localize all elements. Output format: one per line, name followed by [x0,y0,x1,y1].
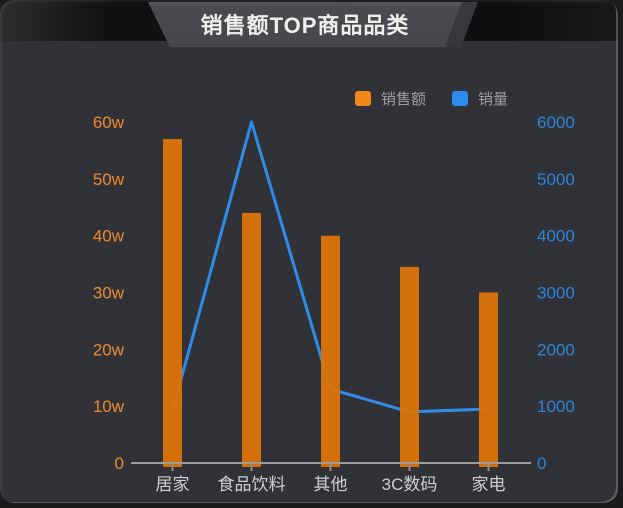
right-axis-label-3: 3000 [537,284,575,303]
x-axis-label-3: 3C数码 [382,475,438,494]
left-axis-label-6: 60w [93,113,125,132]
x-axis-label-4: 家电 [472,475,506,494]
header-banner: 销售额TOP商品品类 [0,0,618,47]
legend-item-volume[interactable]: 销量 [452,88,508,109]
left-axis-label-0: 0 [115,454,124,473]
left-axis-label-1: 10w [93,397,125,416]
right-axis-label-6: 6000 [537,113,575,132]
x-axis-label-1: 食品饮料 [218,475,286,494]
left-axis-label-3: 30w [93,284,125,303]
legend-label: 销量 [478,91,509,108]
legend-item-sales[interactable]: 销售额 [355,88,426,109]
x-axis-label-0: 居家 [156,475,190,494]
banner-trapezoid: 销售额TOP商品品类 [148,2,462,47]
volume-legend-swatch-icon [452,91,469,106]
sales-bar-1[interactable] [242,212,261,467]
right-axis-label-0: 0 [537,454,546,473]
left-axis-label-2: 20w [93,340,125,359]
sales-legend-swatch-icon [355,91,371,106]
legend-label: 销售额 [381,91,427,108]
right-axis-label-1: 1000 [537,397,575,416]
right-axis-label-4: 4000 [537,227,575,246]
right-axis-label-2: 2000 [537,340,575,359]
chart-legend: 销售额 销量 [355,88,508,109]
page-title: 销售额TOP商品品类 [200,12,410,38]
sales-bar-2[interactable] [321,235,340,467]
left-axis-label-4: 40w [93,227,125,246]
sales-bar-4[interactable] [479,292,498,468]
sales-bar-0[interactable] [163,139,182,467]
left-axis-label-5: 50w [93,170,125,189]
x-axis-label-2: 其他 [314,475,348,494]
sales-bar-3[interactable] [400,266,419,467]
right-axis-label-5: 5000 [537,170,575,189]
